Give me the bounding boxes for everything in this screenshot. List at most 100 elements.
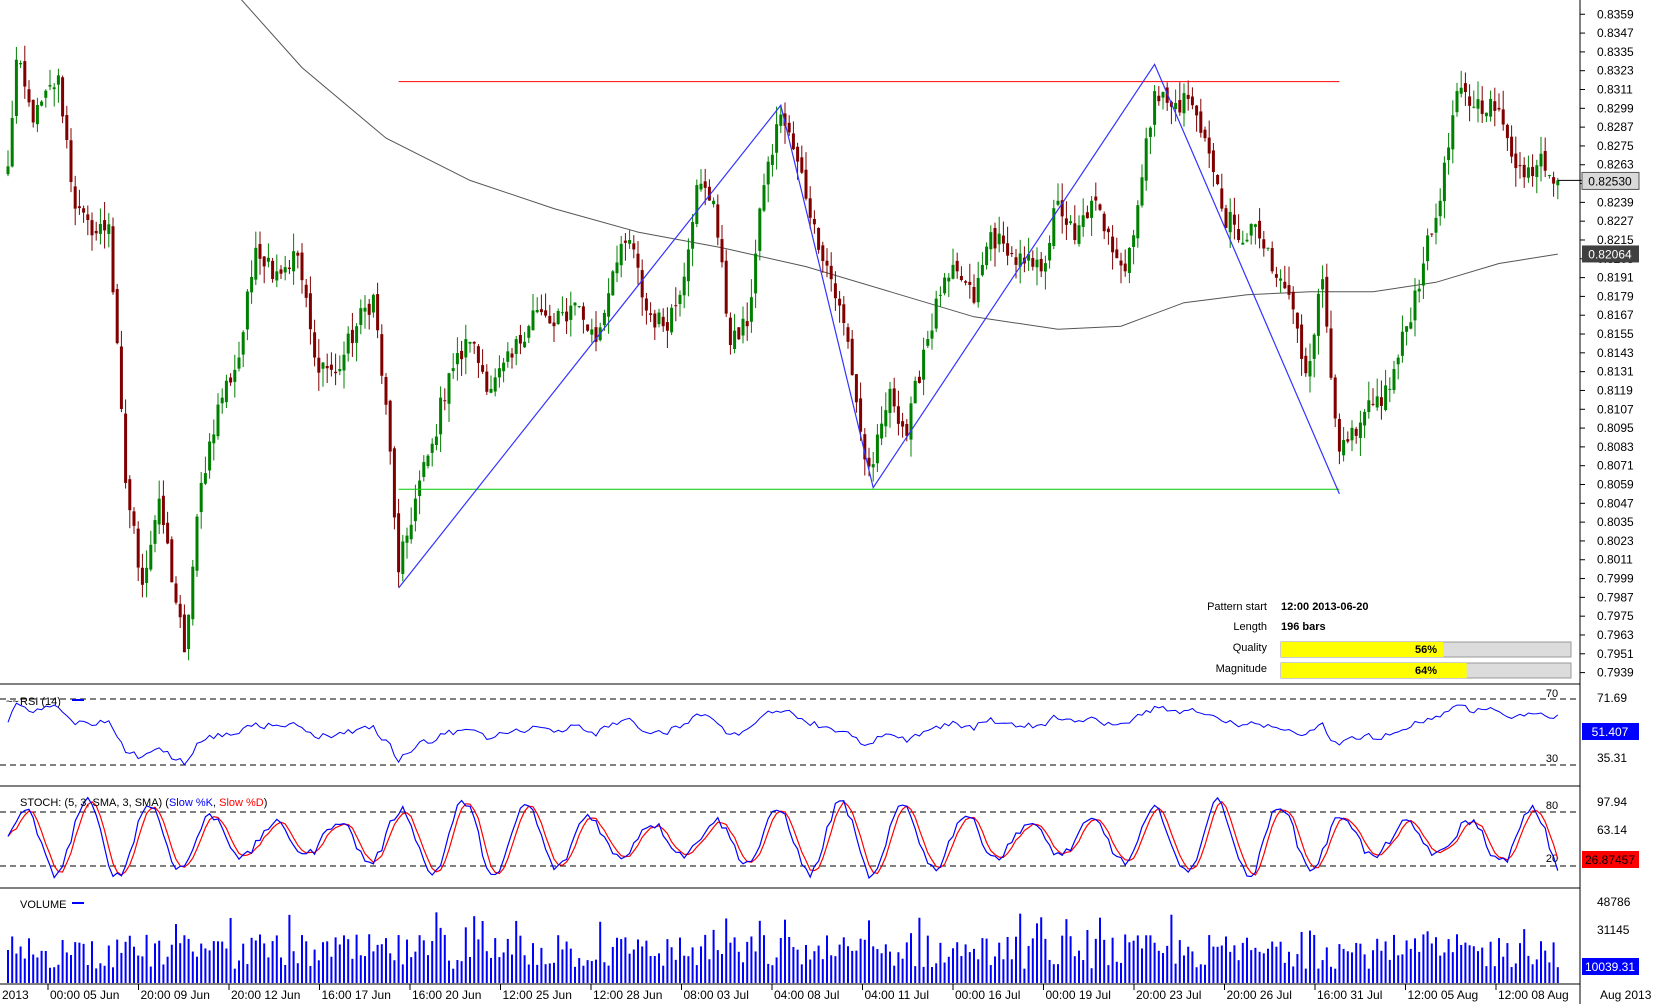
candle xyxy=(1010,246,1014,257)
price-axis-tick-label: 0.7939 xyxy=(1597,666,1634,680)
volume-bar xyxy=(708,959,711,983)
volume-bar xyxy=(1031,938,1034,983)
candle-body xyxy=(930,330,934,339)
volume-bar xyxy=(456,959,459,983)
candle-body xyxy=(1081,215,1085,227)
candle-body xyxy=(850,338,854,376)
candle-body xyxy=(766,161,770,185)
candle-body xyxy=(783,113,787,126)
price-axis-tick-label: 0.8263 xyxy=(1597,158,1634,172)
candle-body xyxy=(922,349,926,380)
price-axis-tick-label: 0.8107 xyxy=(1597,402,1634,416)
time-tick-label: 12:00 08 Aug xyxy=(1498,988,1569,1002)
candle-body xyxy=(174,583,178,603)
volume-bar xyxy=(452,968,455,983)
candle-body xyxy=(665,322,669,331)
candle-body xyxy=(1102,213,1106,232)
candle-body xyxy=(959,276,963,280)
candle xyxy=(812,210,816,234)
volume-bar xyxy=(666,939,669,983)
candle xyxy=(1031,250,1035,271)
volume-bar xyxy=(952,948,954,983)
candle-body xyxy=(712,200,716,205)
candle-body xyxy=(380,334,384,376)
candle xyxy=(749,279,753,333)
candle xyxy=(342,341,346,389)
candle-body xyxy=(401,541,405,574)
candle-body xyxy=(397,513,401,573)
candle-body xyxy=(325,365,329,369)
candle xyxy=(65,105,69,149)
candle-body xyxy=(577,306,581,308)
candle xyxy=(241,330,245,368)
volume-bar xyxy=(74,942,77,983)
candle xyxy=(733,314,737,354)
volume-bar xyxy=(137,955,140,983)
candle xyxy=(1342,427,1346,462)
candle-body xyxy=(569,305,573,320)
candle-body xyxy=(934,298,938,329)
candle xyxy=(69,128,73,193)
candle-body xyxy=(1111,236,1115,253)
candle xyxy=(1018,239,1022,284)
candle xyxy=(636,241,640,285)
volume-bar xyxy=(355,934,358,983)
candle xyxy=(506,342,510,368)
volume-bar xyxy=(103,965,106,983)
candle-body xyxy=(737,327,741,340)
volume-bar xyxy=(208,950,211,983)
candle xyxy=(82,205,86,223)
candle xyxy=(657,308,661,328)
candle-body xyxy=(938,294,942,296)
volume-bar xyxy=(343,935,345,983)
time-tick-label: 20:00 26 Jul xyxy=(1227,988,1292,1002)
candle-body xyxy=(1195,105,1199,116)
candle-body xyxy=(1392,369,1396,391)
candle-body xyxy=(451,368,455,372)
candle xyxy=(1270,241,1274,274)
candle xyxy=(615,245,619,283)
volume-bar xyxy=(238,960,240,983)
candle-body xyxy=(535,309,539,313)
volume-bar xyxy=(926,935,929,983)
volume-bar xyxy=(44,950,47,983)
candle-body xyxy=(1535,165,1539,177)
candle xyxy=(1279,269,1283,293)
candle xyxy=(90,212,94,251)
volume-bar xyxy=(628,953,631,983)
candle xyxy=(619,235,623,278)
volume-bar xyxy=(422,940,425,983)
volume-bar xyxy=(968,952,971,983)
candle-body xyxy=(1417,288,1421,292)
candle xyxy=(766,156,770,203)
candle-body xyxy=(502,362,506,372)
volume-bar xyxy=(1183,955,1185,983)
candle xyxy=(1434,203,1438,245)
candle-body xyxy=(1321,279,1325,290)
volume-bar xyxy=(763,935,765,983)
candle-body xyxy=(1186,94,1190,99)
candle xyxy=(392,446,396,530)
candle xyxy=(808,186,812,229)
candle-body xyxy=(1350,427,1354,441)
candle xyxy=(531,293,535,331)
candle-body xyxy=(363,307,367,312)
volume-bar xyxy=(964,944,967,983)
length-label: Length xyxy=(1233,621,1267,633)
slow-d-line xyxy=(7,800,1559,876)
candle-body xyxy=(670,307,674,333)
volume-bar xyxy=(368,934,371,983)
candle-body xyxy=(1270,248,1274,272)
volume-bar xyxy=(1409,948,1412,983)
volume-bar xyxy=(53,967,56,983)
candle-body xyxy=(157,498,161,525)
candle xyxy=(699,169,703,192)
candle-body xyxy=(1388,388,1392,390)
candle xyxy=(825,248,829,278)
volume-bar xyxy=(1397,955,1400,983)
volume-bar xyxy=(1195,967,1198,983)
candle-body xyxy=(686,249,690,282)
volume-bar xyxy=(40,950,43,983)
candle-body xyxy=(1237,229,1241,240)
volume-bar xyxy=(746,941,749,983)
